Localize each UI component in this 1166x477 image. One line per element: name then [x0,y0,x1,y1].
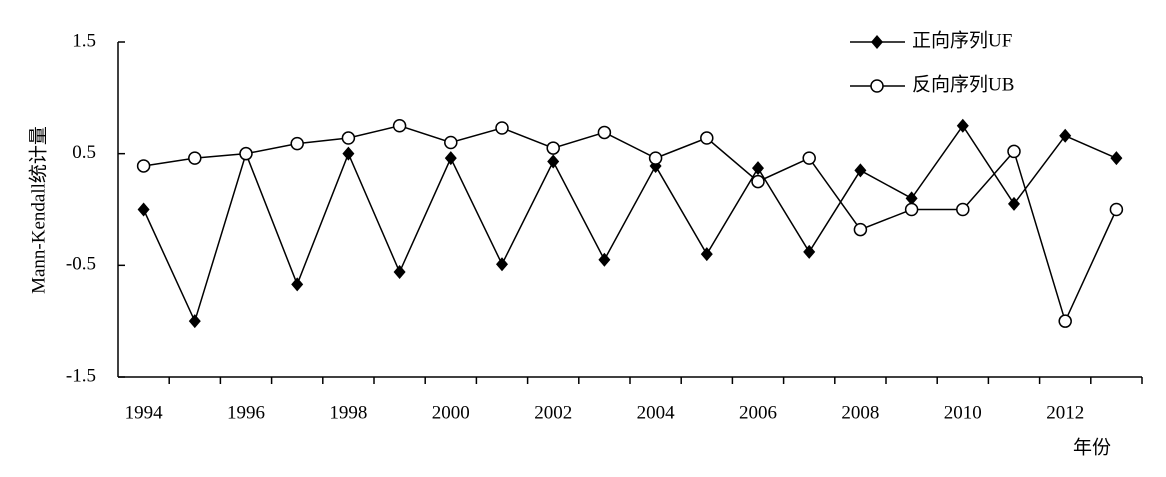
point [136,159,151,173]
legend-marker [870,79,884,93]
x-tick-label: 1996 [227,402,265,423]
point [803,244,816,259]
point [700,131,714,145]
point [956,202,970,217]
point [291,277,304,292]
point [802,151,816,165]
point [597,125,612,140]
point [1007,144,1021,159]
point [700,247,713,262]
x-tick-label: 2008 [841,402,879,423]
point [188,314,201,329]
point [1109,202,1124,217]
x-tick-label: 2010 [944,402,982,423]
point [956,118,969,133]
y-tick-label: -1.5 [66,365,96,386]
point [1058,314,1072,328]
point [904,202,919,217]
x-tick-label: 2004 [637,402,676,423]
x-tick-label: 2006 [739,402,777,423]
point [188,151,202,165]
x-tick-label: 1998 [329,402,367,423]
point [392,119,407,133]
point [393,265,406,280]
point [1008,196,1020,211]
point [137,202,150,217]
legend-label: 反向序列UB [912,73,1014,95]
legend-label: 正向序列UF [912,29,1012,51]
point [1110,151,1123,166]
y-tick-label: -0.5 [66,254,96,275]
x-tick-label: 1994 [125,402,164,423]
point [546,141,560,155]
point [444,135,458,150]
y-tick-label: 1.5 [72,30,96,51]
point [752,161,764,176]
point [751,174,765,189]
x-tick-label: 2000 [432,402,470,423]
point [1059,128,1072,143]
point [342,146,355,161]
point [598,252,611,267]
y-axis-label: Mann-Kendall统计量 [27,126,49,294]
y-tick-label: 0.5 [72,142,96,163]
x-axis-label: 年份 [1073,436,1111,458]
point [239,146,253,161]
x-tick-label: 2002 [534,402,572,423]
point [444,151,457,166]
point [905,191,918,206]
point [854,163,867,178]
legend-marker [871,35,883,49]
series-line [142,124,1117,324]
point [496,257,508,272]
point [290,136,304,151]
point [341,131,356,145]
point [547,154,560,169]
point [648,151,663,165]
point [495,121,509,135]
series-line [143,124,1118,324]
point [853,222,868,237]
x-tick-label: 2012 [1046,402,1084,423]
